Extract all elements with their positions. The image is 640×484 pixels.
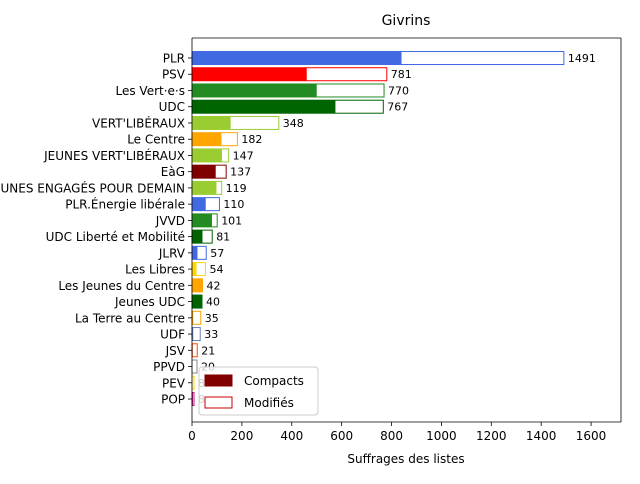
y-tick-label: PLR	[163, 52, 185, 66]
y-tick-label: UDC	[159, 100, 185, 114]
x-tick-label: 1000	[426, 429, 457, 443]
bar-compact	[192, 100, 335, 113]
bar-modified	[192, 344, 197, 357]
y-tick-label: Jeunes UDC	[114, 295, 185, 309]
bar-compact	[192, 230, 202, 243]
x-tick-label: 200	[230, 429, 253, 443]
value-label: 137	[230, 166, 251, 179]
y-tick-label: Le Centre	[127, 133, 185, 147]
y-tick-label: PPVD	[153, 360, 185, 374]
y-tick-label: JEUNES ENGAGÉS POUR DEMAIN	[0, 180, 185, 195]
bar-compact	[192, 295, 202, 308]
value-label: 110	[223, 198, 244, 211]
x-tick-label: 400	[280, 429, 303, 443]
bar-compact	[192, 279, 202, 292]
bars-layer	[192, 52, 564, 406]
bar-compact	[192, 263, 196, 276]
y-tick-label: JEUNES VERT'LIBÉRAUX	[43, 148, 185, 163]
bar-compact	[192, 181, 216, 194]
value-label: 781	[391, 68, 412, 81]
y-tick-label: EàG	[161, 165, 185, 179]
x-tick-label: 1200	[476, 429, 507, 443]
bar-compact	[192, 214, 212, 227]
bar-compact	[192, 116, 231, 129]
value-label: 57	[210, 247, 224, 260]
value-label: 33	[204, 328, 218, 341]
x-tick-label: 0	[188, 429, 196, 443]
bar-compact	[192, 198, 206, 211]
y-tick-label: Les Vert·e·s	[116, 84, 186, 98]
y-tick-label: UDC Liberté et Mobilité	[46, 230, 185, 244]
bar-compact	[192, 133, 221, 146]
value-label: 767	[387, 101, 408, 114]
value-label: 348	[283, 117, 304, 130]
value-label: 101	[221, 214, 242, 227]
chart-title: Givrins	[382, 13, 431, 29]
bar-compact	[192, 149, 222, 162]
value-label: 54	[209, 263, 223, 276]
bar-compact	[192, 165, 216, 178]
y-tick-label: POP	[161, 393, 185, 407]
y-tick-label: JLRV	[158, 246, 186, 260]
legend: Compacts Modifiés	[199, 367, 318, 415]
x-axis-label: Suffrages des listes	[347, 452, 464, 466]
bar-compact	[192, 68, 307, 81]
bar-compact	[192, 52, 402, 65]
y-tick-label: JSV	[165, 344, 186, 358]
bar-compact	[192, 84, 317, 97]
legend-swatch	[205, 375, 232, 386]
value-label: 42	[206, 279, 220, 292]
x-tick-label: 1600	[576, 429, 607, 443]
bar-modified	[192, 311, 201, 324]
value-label: 182	[241, 133, 262, 146]
legend-label: Compacts	[244, 374, 304, 388]
x-tick-label: 1400	[526, 429, 557, 443]
y-tick-label: PLR.Énergie libérale	[65, 197, 185, 212]
value-label: 1491	[568, 52, 596, 65]
x-tick-label: 600	[330, 429, 353, 443]
y-tick-label: Les Jeunes du Centre	[58, 279, 185, 293]
legend-swatch	[205, 397, 232, 408]
y-tick-label: La Terre au Centre	[75, 311, 185, 325]
y-tick-label: JVVD	[155, 214, 185, 228]
value-label: 81	[216, 231, 230, 244]
y-tick-label: VERT'LIBÉRAUX	[92, 115, 185, 130]
value-label: 770	[388, 84, 409, 97]
legend-label: Modifiés	[244, 396, 294, 410]
value-label: 21	[201, 344, 215, 357]
bar-modified	[192, 360, 197, 373]
y-tick-label: Les Libres	[125, 263, 185, 277]
bar-compact	[192, 246, 197, 259]
y-tick-label: PSV	[162, 68, 186, 82]
value-label: 40	[206, 296, 220, 309]
value-label: 35	[205, 312, 219, 325]
value-label: 119	[226, 182, 247, 195]
value-label: 147	[233, 149, 254, 162]
y-tick-label: UDF	[160, 328, 185, 342]
x-tick-label: 800	[380, 429, 403, 443]
y-tick-label: PEV	[162, 376, 186, 390]
